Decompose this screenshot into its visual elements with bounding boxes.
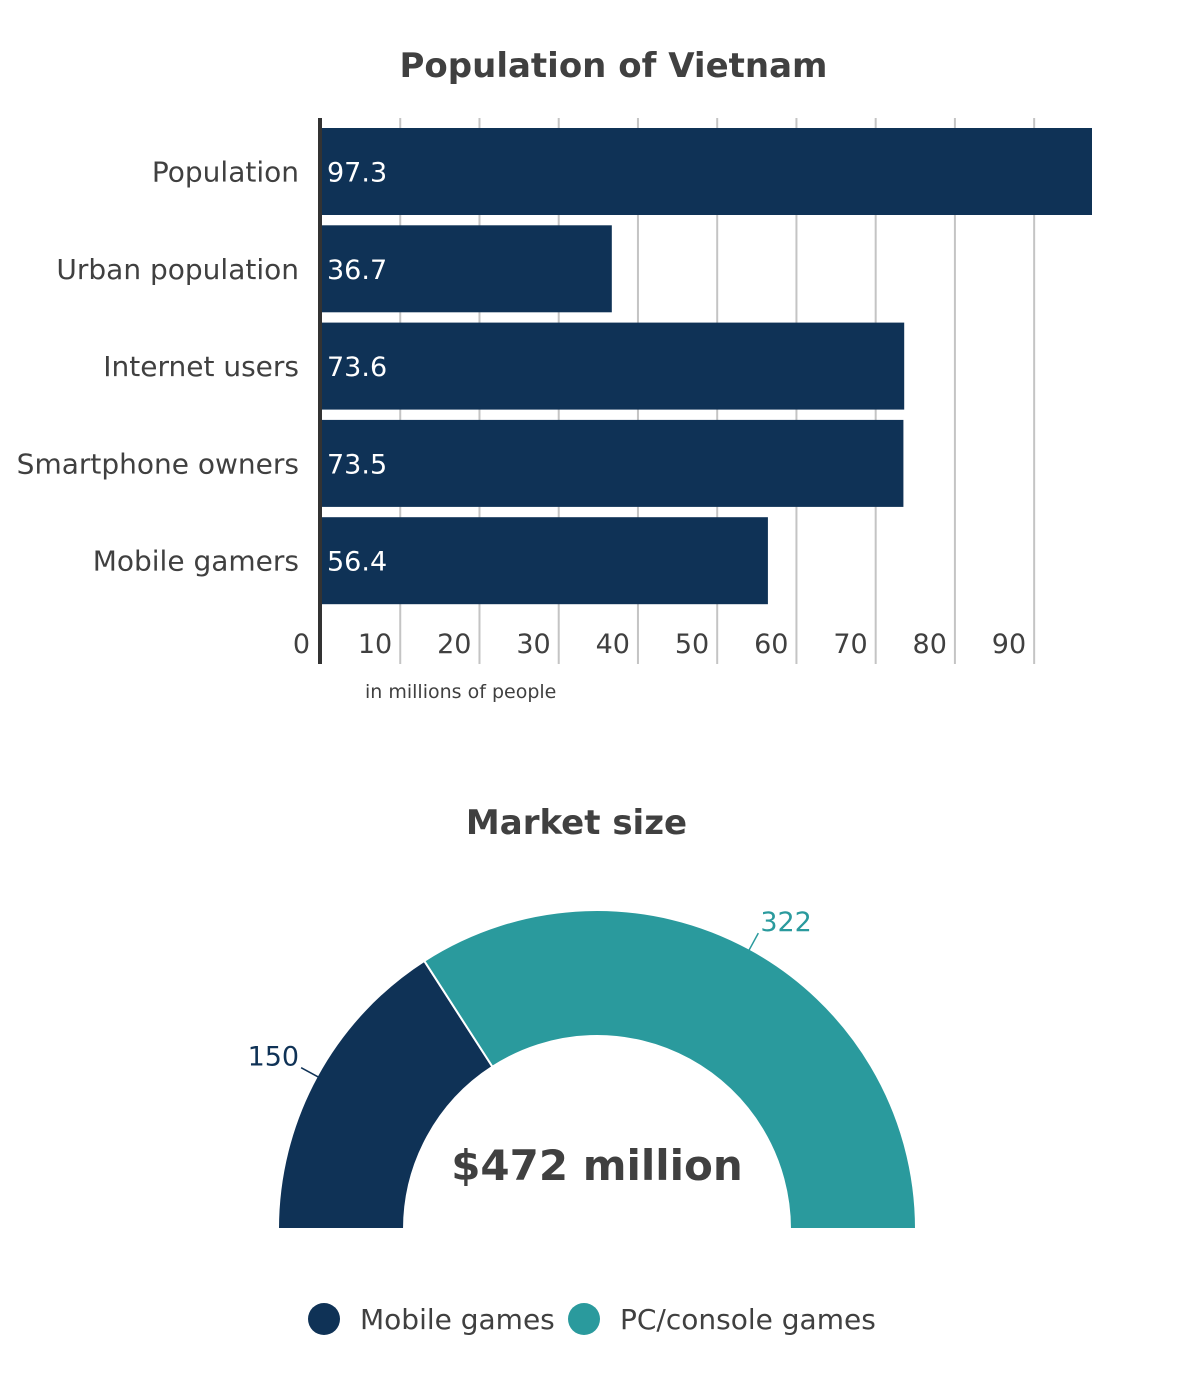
x-tick-label-80: 80 xyxy=(913,629,947,660)
legend-item-1: PC/console games xyxy=(568,1303,876,1336)
legend-label-0: Mobile games xyxy=(360,1303,555,1336)
slice-leader-1 xyxy=(747,932,759,953)
slice-leader-0 xyxy=(300,1067,321,1079)
legend-marker-0 xyxy=(308,1303,340,1335)
gauge-slice-0 xyxy=(276,959,494,1230)
x-tick-label-0: 0 xyxy=(293,629,310,660)
gauge-chart-title: Market size xyxy=(465,803,688,843)
category-label-0: Population xyxy=(152,156,299,189)
bar-value-label-3: 73.5 xyxy=(327,449,387,480)
x-tick-label-10: 10 xyxy=(358,629,392,660)
slice-value-label-1: 322 xyxy=(760,907,812,938)
x-tick-label-40: 40 xyxy=(596,629,630,660)
category-label-4: Mobile gamers xyxy=(93,545,299,578)
category-label-3: Smartphone owners xyxy=(17,447,299,480)
category-label-1: Urban population xyxy=(56,253,299,286)
bar-1 xyxy=(321,225,612,313)
bar-value-label-0: 97.3 xyxy=(327,158,387,189)
x-tick-label-70: 70 xyxy=(833,629,867,660)
slice-value-label-0: 150 xyxy=(248,1042,300,1073)
x-tick-label-90: 90 xyxy=(992,629,1026,660)
bar-value-label-2: 73.6 xyxy=(327,352,387,383)
bar-4 xyxy=(321,517,768,605)
legend-item-0: Mobile games xyxy=(308,1303,555,1336)
x-tick-label-30: 30 xyxy=(516,629,550,660)
bar-3 xyxy=(321,419,904,507)
bar-0 xyxy=(321,128,1092,215)
legend-label-1: PC/console games xyxy=(620,1303,876,1336)
bar-value-label-4: 56.4 xyxy=(327,547,387,578)
x-axis-label: in millions of people xyxy=(365,681,556,703)
bar-value-label-1: 36.7 xyxy=(327,255,387,286)
x-tick-label-50: 50 xyxy=(675,629,709,660)
bar-chart-title: Population of Vietnam xyxy=(399,46,828,86)
legend-marker-1 xyxy=(568,1303,600,1335)
population-bar-chart: 97.3 Population 36.7 Urban population 73.6 In… xyxy=(17,118,1092,703)
gauge-slice-1 xyxy=(422,909,918,1230)
gauge-center-total: $472 million xyxy=(451,1141,743,1190)
x-tick-label-20: 20 xyxy=(437,629,471,660)
x-tick-label-60: 60 xyxy=(754,629,788,660)
category-label-2: Internet users xyxy=(103,350,299,383)
bar-2 xyxy=(321,322,905,410)
